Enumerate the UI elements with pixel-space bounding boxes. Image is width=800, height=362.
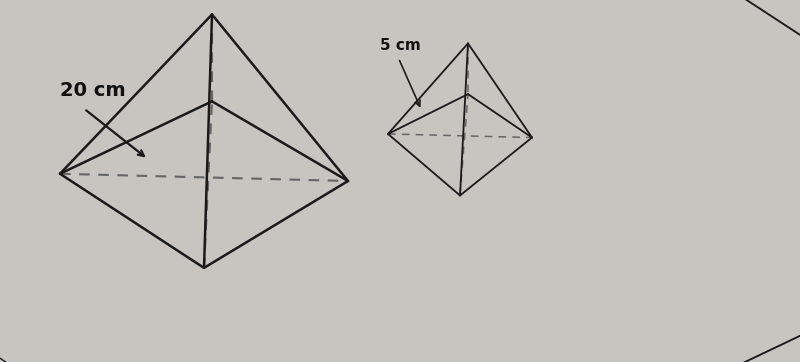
Text: 5 cm: 5 cm <box>380 38 421 53</box>
Text: 20 cm: 20 cm <box>60 81 126 100</box>
